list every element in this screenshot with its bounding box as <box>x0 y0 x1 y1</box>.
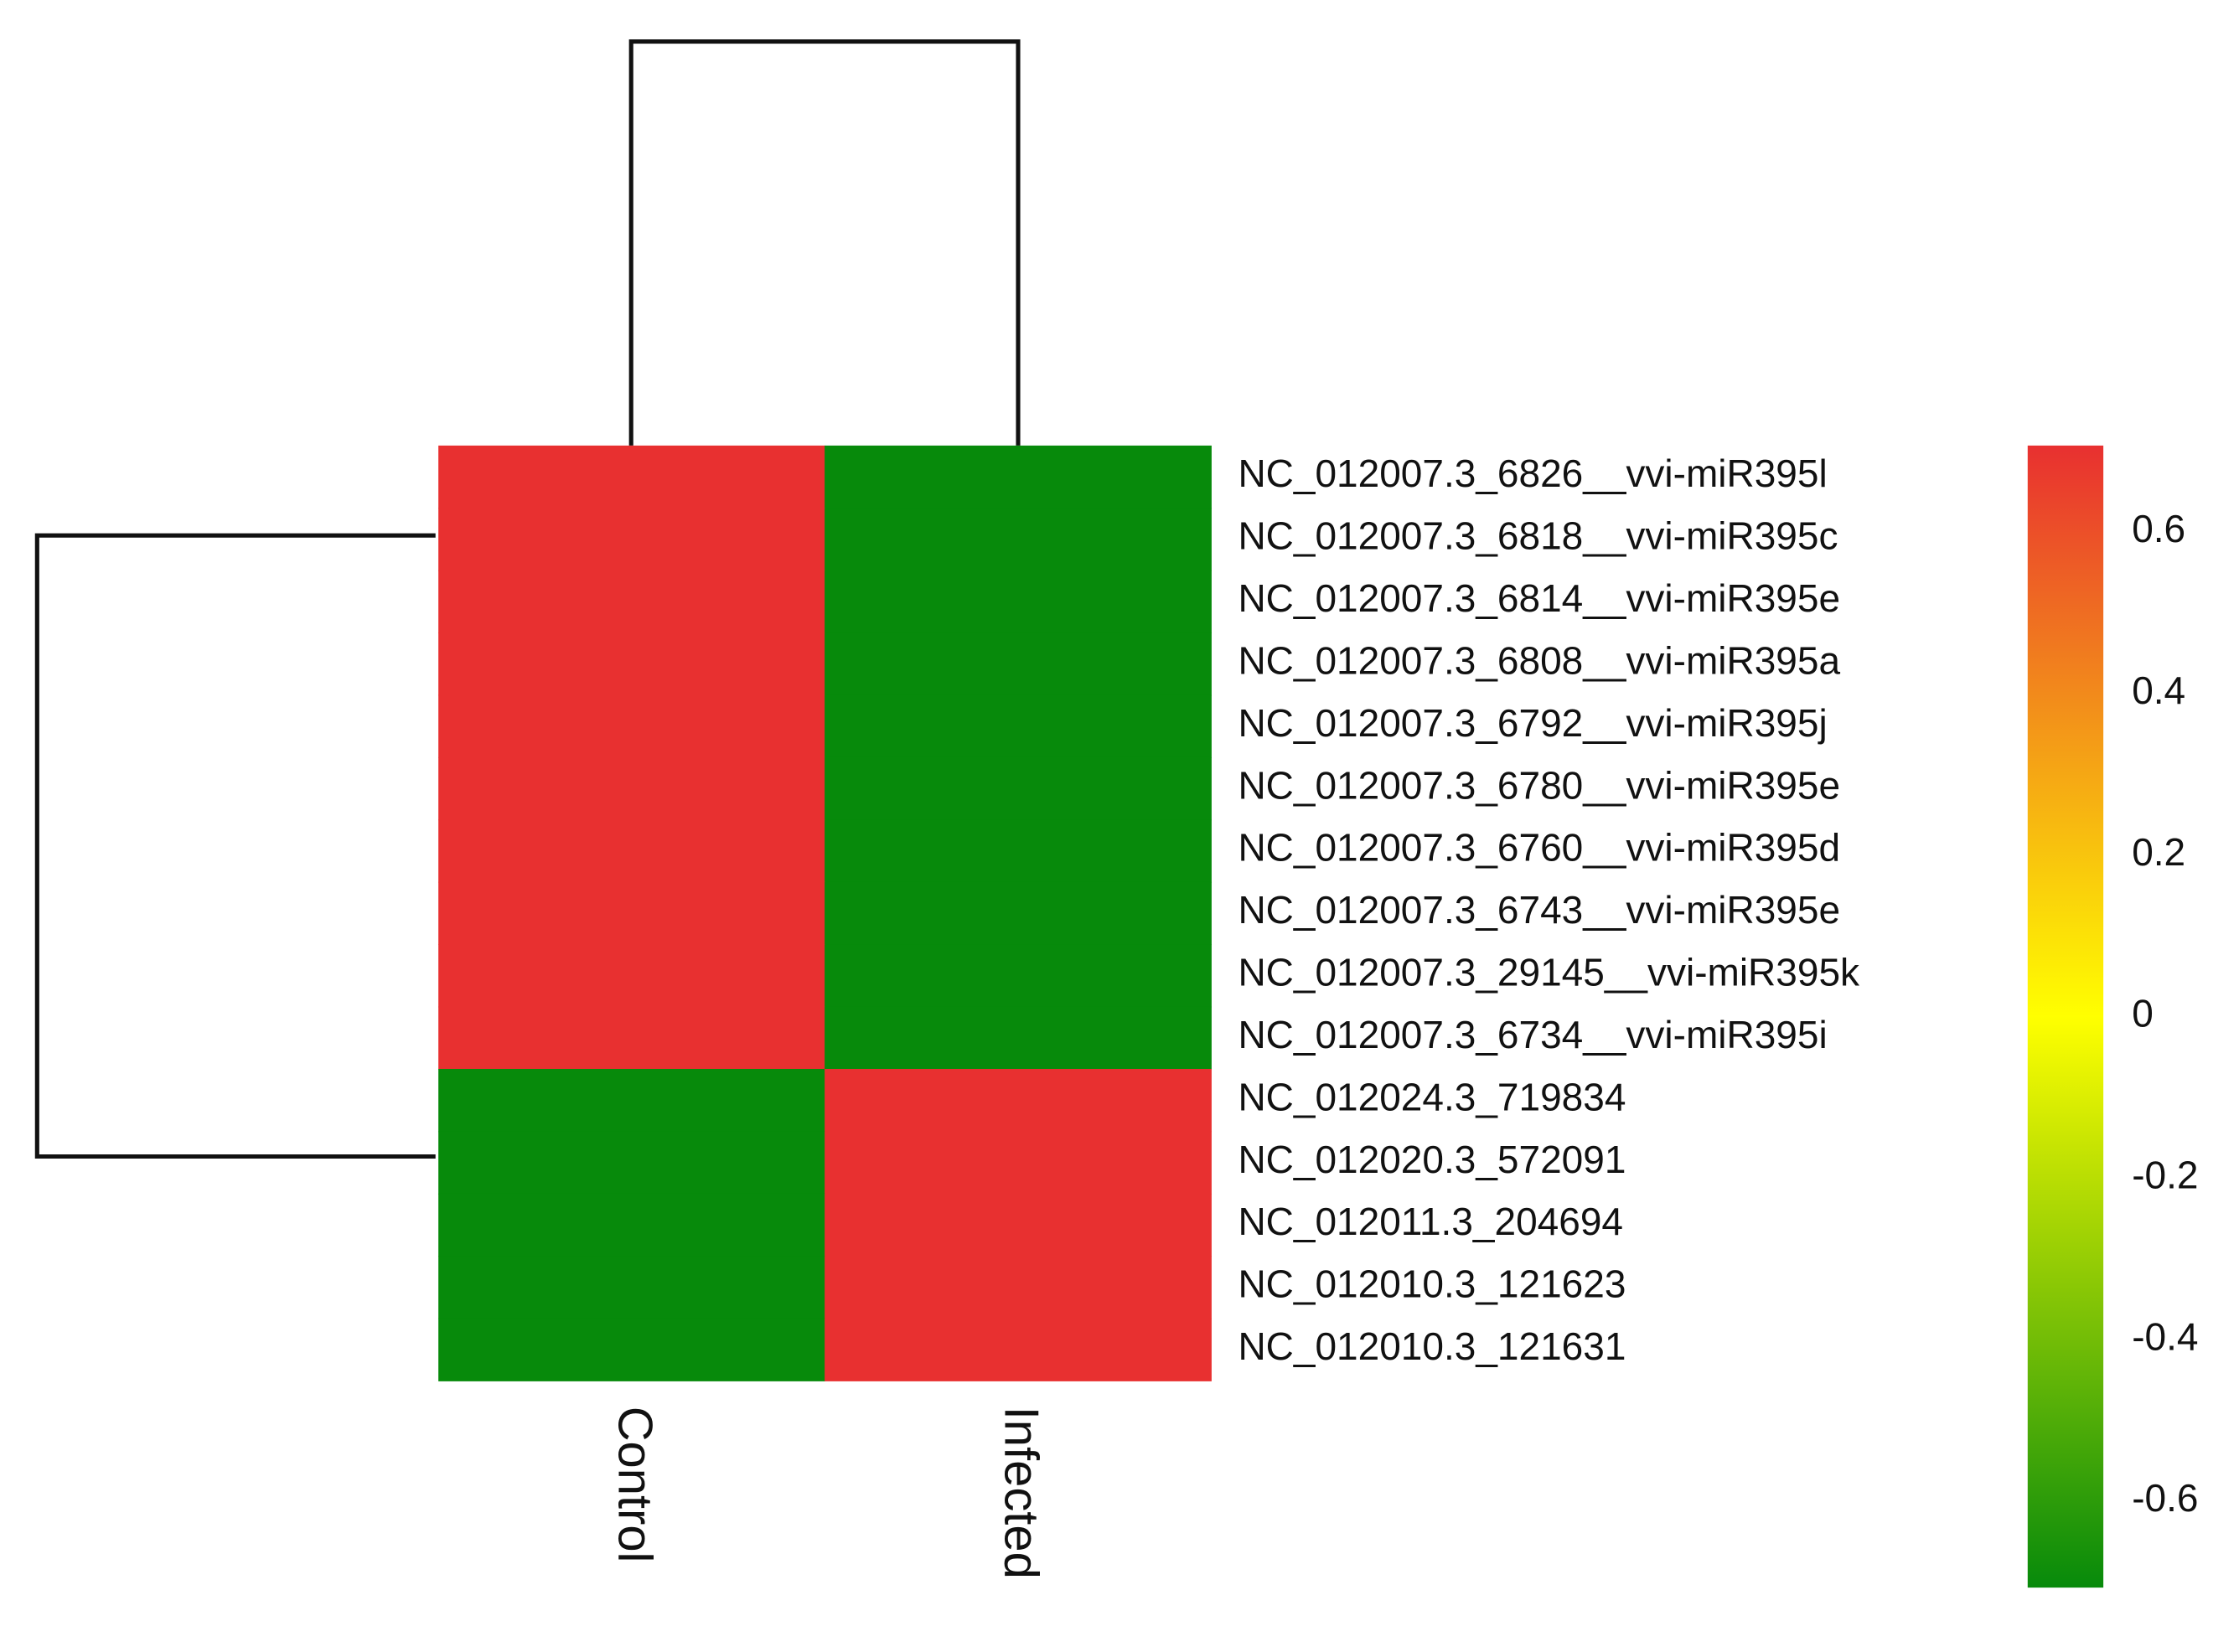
row-label: NC_012007.3_29145__vvi-miR395k <box>1238 951 1860 994</box>
row-label: NC_012024.3_719834 <box>1238 1075 1626 1118</box>
heatmap-cell <box>825 1318 1212 1381</box>
color-bar-tick-label: 0.6 <box>2132 507 2185 550</box>
heatmap-cell <box>825 508 1212 571</box>
heatmap-cell <box>825 694 1212 758</box>
heatmap-cell <box>438 1131 825 1195</box>
row-label: NC_012007.3_6808__vvi-miR395a <box>1238 638 1840 682</box>
heatmap-cell <box>825 632 1212 696</box>
column-label: Infected <box>994 1407 1047 1579</box>
column-dendrogram <box>628 39 1021 446</box>
heatmap-cell <box>825 1068 1212 1133</box>
heatmap-cell <box>825 881 1212 946</box>
heatmap-cell <box>438 756 825 821</box>
row-label: NC_012007.3_6792__vvi-miR395j <box>1238 701 1827 745</box>
heatmap-cell <box>438 881 825 946</box>
row-label: NC_012007.3_6780__vvi-miR395e <box>1238 763 1840 807</box>
heatmap-cell <box>438 819 825 883</box>
color-bar-tick-label: -0.4 <box>2132 1314 2198 1358</box>
heatmap-cell <box>438 1068 825 1133</box>
color-bar-tick-label: 0.4 <box>2132 669 2185 712</box>
heatmap-cell <box>438 944 825 1008</box>
color-bar-tick-label: 0 <box>2132 992 2154 1035</box>
heatmap-cell <box>438 445 825 509</box>
row-dendrogram <box>34 533 436 1159</box>
color-bar-tick-label: 0.2 <box>2132 830 2185 874</box>
row-label: NC_012007.3_6818__vvi-miR395c <box>1238 514 1838 558</box>
heatmap-cell <box>825 944 1212 1008</box>
heatmap-cell <box>825 1131 1212 1195</box>
heatmap-cell <box>438 1193 825 1257</box>
heatmap-cell <box>825 445 1212 509</box>
row-label: NC_012010.3_121623 <box>1238 1262 1626 1306</box>
color-bar-tick-label: -0.6 <box>2132 1476 2198 1520</box>
column-label: Control <box>608 1407 661 1563</box>
row-label: NC_012010.3_121631 <box>1238 1324 1626 1368</box>
heatmap-cell <box>438 1006 825 1070</box>
row-label: NC_012007.3_6743__vvi-miR395e <box>1238 888 1840 932</box>
row-label: NC_012020.3_572091 <box>1238 1138 1626 1181</box>
heatmap-cell <box>825 570 1212 633</box>
row-label: NC_012011.3_204694 <box>1238 1200 1623 1243</box>
heatmap-cell <box>825 819 1212 883</box>
color-bar <box>2027 445 2104 1588</box>
row-label: NC_012007.3_6734__vvi-miR395i <box>1238 1013 1827 1056</box>
heatmap-cell <box>438 1256 825 1319</box>
heatmap-cell <box>438 1318 825 1381</box>
heatmap-cell <box>438 570 825 633</box>
heatmap-cell <box>825 756 1212 821</box>
row-label: NC_012007.3_6826__vvi-miR395l <box>1238 452 1827 495</box>
color-bar-tick-label: -0.2 <box>2132 1153 2198 1196</box>
row-label: NC_012007.3_6760__vvi-miR395d <box>1238 826 1840 870</box>
heatmap-cell <box>438 508 825 571</box>
row-label: NC_012007.3_6814__vvi-miR395e <box>1238 576 1840 620</box>
heatmap-cell <box>825 1256 1212 1319</box>
heatmap-cell <box>825 1006 1212 1070</box>
heatmap-cell <box>438 632 825 696</box>
heatmap-cell <box>825 1193 1212 1257</box>
heatmap-cell <box>438 694 825 758</box>
